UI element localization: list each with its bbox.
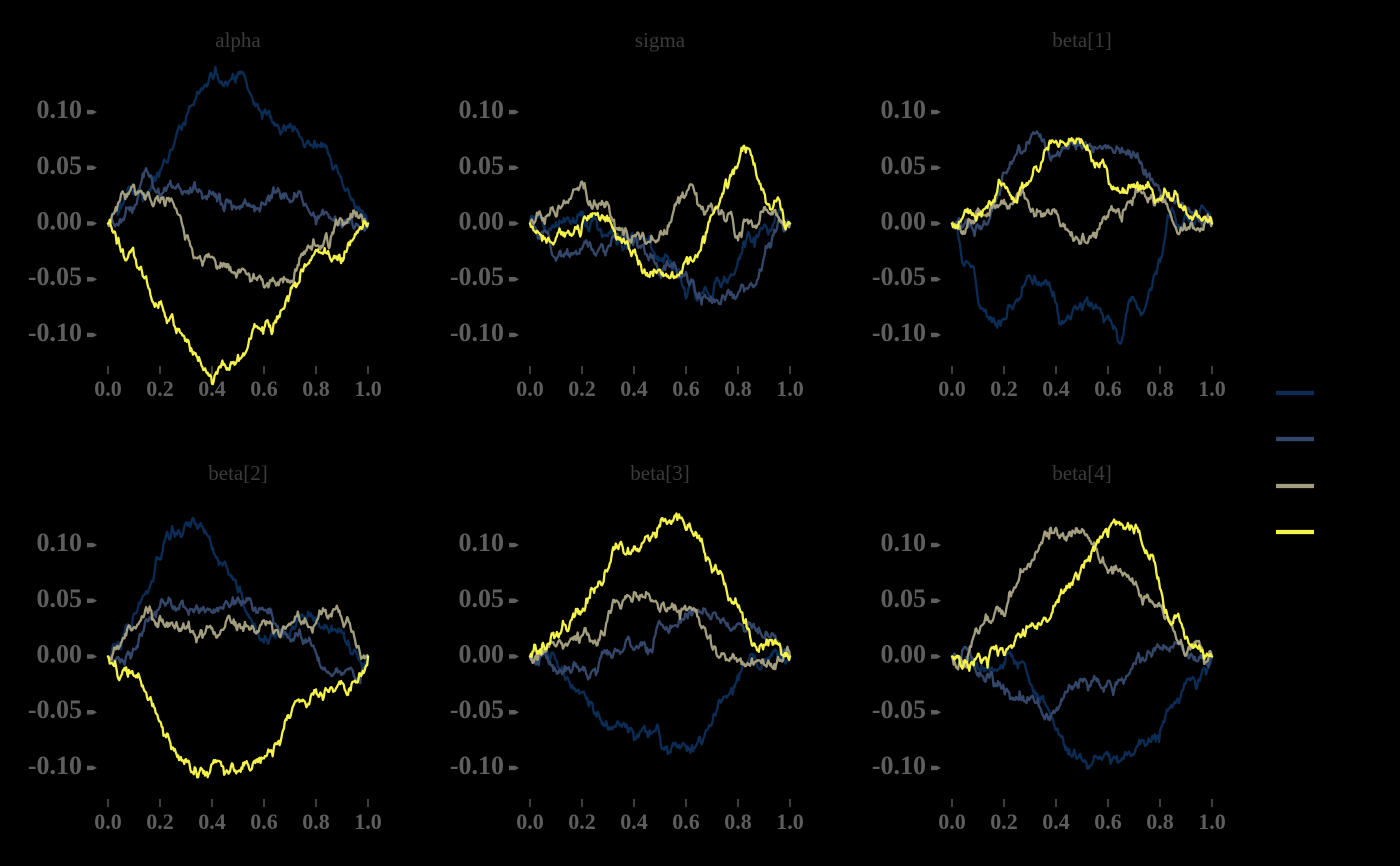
svg-text:-0.05: -0.05 [450,695,504,724]
svg-text:beta[4]: beta[4] [1052,461,1111,485]
svg-text:0.8: 0.8 [1146,376,1174,401]
svg-text:0.4: 0.4 [620,376,648,401]
svg-text:0.10: 0.10 [37,528,83,557]
svg-text:1.0: 1.0 [776,809,804,834]
svg-text:0.0: 0.0 [516,809,544,834]
svg-text:0.0: 0.0 [94,809,122,834]
svg-text:0.6: 0.6 [672,376,700,401]
svg-text:0.2: 0.2 [990,376,1018,401]
svg-text:-0.10: -0.10 [28,751,82,780]
svg-text:0.00: 0.00 [881,640,927,669]
svg-text:0.8: 0.8 [302,809,330,834]
svg-text:0.0: 0.0 [938,376,966,401]
svg-text:0.4: 0.4 [1042,376,1070,401]
svg-text:0.05: 0.05 [459,584,505,613]
svg-text:1.0: 1.0 [1198,809,1226,834]
svg-text:0.0: 0.0 [938,809,966,834]
svg-text:1.0: 1.0 [1198,376,1226,401]
svg-text:beta[1]: beta[1] [1052,28,1111,52]
svg-text:0.05: 0.05 [37,151,83,180]
svg-text:0.6: 0.6 [1094,809,1122,834]
svg-text:0.05: 0.05 [37,584,83,613]
svg-text:0.10: 0.10 [459,95,505,124]
svg-text:0.00: 0.00 [459,640,505,669]
svg-text:0.4: 0.4 [1042,809,1070,834]
svg-text:0.8: 0.8 [724,809,752,834]
svg-text:alpha: alpha [215,28,261,52]
svg-text:-0.10: -0.10 [450,751,504,780]
svg-text:0.05: 0.05 [881,584,927,613]
svg-text:-0.05: -0.05 [872,262,926,291]
svg-text:-0.05: -0.05 [872,695,926,724]
svg-text:1.0: 1.0 [776,376,804,401]
svg-text:1.0: 1.0 [354,376,382,401]
svg-text:0.10: 0.10 [881,528,927,557]
svg-text:0.00: 0.00 [37,207,83,236]
svg-text:0.4: 0.4 [198,809,226,834]
svg-text:0.00: 0.00 [37,640,83,669]
svg-text:0.6: 0.6 [250,809,278,834]
svg-text:-0.10: -0.10 [28,318,82,347]
svg-text:beta[3]: beta[3] [630,461,689,485]
svg-text:0.00: 0.00 [881,207,927,236]
svg-text:0.2: 0.2 [568,376,596,401]
svg-text:0.8: 0.8 [302,376,330,401]
svg-text:-0.05: -0.05 [28,695,82,724]
svg-text:0.10: 0.10 [37,95,83,124]
svg-text:-0.10: -0.10 [872,318,926,347]
svg-text:-0.10: -0.10 [450,318,504,347]
svg-text:0.2: 0.2 [146,376,174,401]
svg-text:0.6: 0.6 [1094,376,1122,401]
svg-text:-0.10: -0.10 [872,751,926,780]
svg-text:0.05: 0.05 [881,151,927,180]
svg-text:0.2: 0.2 [146,809,174,834]
svg-text:0.2: 0.2 [990,809,1018,834]
svg-text:0.8: 0.8 [1146,809,1174,834]
svg-text:0.4: 0.4 [620,809,648,834]
svg-text:0.00: 0.00 [459,207,505,236]
svg-text:-0.05: -0.05 [28,262,82,291]
svg-text:0.0: 0.0 [516,376,544,401]
svg-text:0.05: 0.05 [459,151,505,180]
svg-text:0.0: 0.0 [94,376,122,401]
svg-text:beta[2]: beta[2] [208,461,267,485]
svg-text:0.10: 0.10 [881,95,927,124]
svg-text:0.6: 0.6 [250,376,278,401]
svg-text:-0.05: -0.05 [450,262,504,291]
svg-text:sigma: sigma [635,28,686,52]
svg-text:0.10: 0.10 [459,528,505,557]
svg-text:1.0: 1.0 [354,809,382,834]
svg-text:0.2: 0.2 [568,809,596,834]
svg-text:0.8: 0.8 [724,376,752,401]
svg-text:0.6: 0.6 [672,809,700,834]
